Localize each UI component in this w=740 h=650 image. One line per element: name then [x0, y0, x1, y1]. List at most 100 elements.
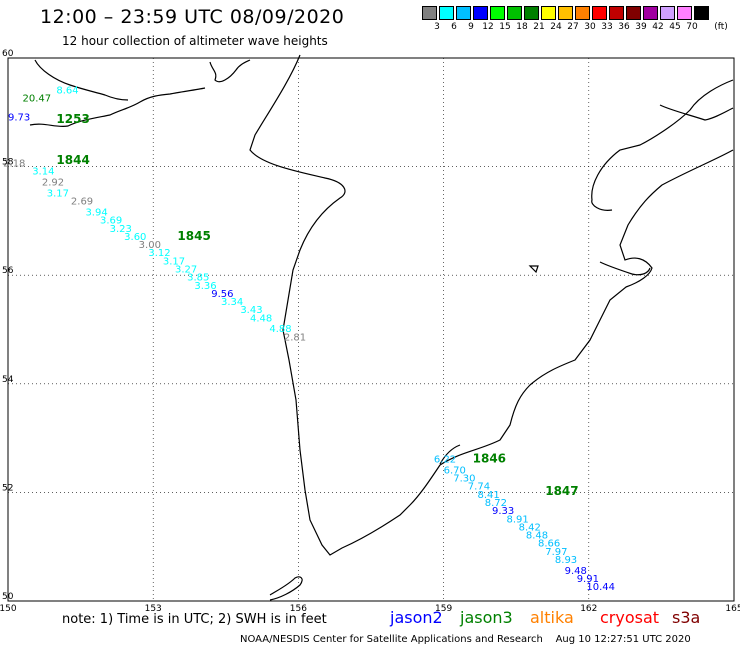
wave-height-value: 20.47 — [23, 93, 52, 104]
wave-height-value: 7.74 — [468, 482, 490, 493]
wave-height-value: 9.91 — [577, 574, 599, 585]
wave-height-value: 8.41 — [477, 490, 499, 501]
wave-height-value: 3.85 — [187, 273, 209, 284]
color-scale-swatch — [660, 6, 675, 20]
color-scale-swatch — [592, 6, 607, 20]
pass-time-label: 1844 — [56, 153, 89, 167]
color-scale-unit: (ft) — [714, 22, 728, 32]
color-scale-swatch — [490, 6, 505, 20]
lon-tick-label: 165 — [725, 604, 740, 614]
color-scale-swatch — [422, 6, 437, 20]
wave-height-value: 3.27 — [175, 264, 197, 275]
wave-height-value: 10.44 — [586, 582, 615, 593]
note-text: note: 1) Time is in UTC; 2) SWH is in fe… — [62, 612, 327, 627]
color-scale-label: 15 — [499, 22, 511, 32]
wave-height-value: 6.70 — [444, 465, 466, 476]
color-scale-swatch — [694, 6, 709, 20]
wave-height-value: 3.14 — [32, 167, 54, 178]
wave-height-value: 3.23 — [110, 224, 132, 235]
color-scale-swatch — [626, 6, 641, 20]
wave-height-value: 8.93 — [555, 555, 577, 566]
wave-height-value: 2.92 — [42, 178, 64, 189]
color-scale-label: 39 — [635, 22, 647, 32]
observation-values: 8.6420.479.732.183.142.923.172.693.943.6… — [3, 85, 615, 593]
wave-height-value: 3.69 — [100, 216, 122, 227]
color-scale-label: 24 — [550, 22, 562, 32]
color-scale-swatch — [541, 6, 556, 20]
color-scale-label: 33 — [601, 22, 613, 32]
coastline — [29, 54, 734, 601]
wave-height-value: 3.94 — [85, 207, 107, 218]
lon-tick-label: 153 — [145, 604, 162, 614]
map-frame — [7, 57, 735, 602]
color-scale-label: 70 — [686, 22, 698, 32]
wave-height-value: 3.60 — [124, 232, 146, 243]
wave-height-value: 7.30 — [453, 474, 475, 485]
wave-height-value: 8.48 — [526, 531, 548, 542]
wave-height-value: 4.48 — [250, 313, 272, 324]
color-scale-swatch — [558, 6, 573, 20]
wave-height-value: 3.36 — [194, 281, 216, 292]
mission-label-altika: altika — [530, 608, 574, 627]
color-scale-label: 21 — [533, 22, 545, 32]
wave-height-value: 8.72 — [485, 498, 507, 509]
wave-height-value: 7.97 — [545, 547, 567, 558]
color-scale-swatch — [524, 6, 539, 20]
pass-time-label: 1847 — [545, 484, 578, 498]
wave-height-value: 2.69 — [71, 197, 93, 208]
color-scale-swatch — [677, 6, 692, 20]
wave-height-value: 8.66 — [538, 539, 560, 550]
wave-height-value: 3.17 — [163, 256, 185, 267]
wave-height-value: 9.33 — [492, 506, 514, 517]
wave-height-value: 8.91 — [507, 514, 529, 525]
color-scale-label: 42 — [652, 22, 664, 32]
wave-height-value: 2.81 — [284, 332, 306, 343]
mission-label-jason2: jason2 — [390, 608, 443, 627]
color-scale-swatch — [439, 6, 454, 20]
map-title: 12:00 – 23:59 UTC 08/09/2020 — [40, 6, 345, 28]
lon-tick-label: 156 — [290, 604, 307, 614]
wave-height-value: 2.18 — [3, 159, 25, 170]
wave-height-value: 3.34 — [221, 297, 243, 308]
pass-time-label: 1253 — [56, 112, 89, 126]
pass-time-label: 1846 — [473, 452, 506, 466]
wave-height-value: 4.88 — [269, 324, 291, 335]
wave-height-value: 9.48 — [565, 566, 587, 577]
wave-height-value: 6.22 — [434, 455, 456, 466]
color-scale-label: 12 — [482, 22, 494, 32]
lat-lon-grid — [8, 58, 734, 601]
lat-tick-label: 60 — [2, 49, 14, 59]
wave-height-value: 8.42 — [519, 522, 541, 533]
color-scale-swatch — [473, 6, 488, 20]
color-scale-label: 30 — [584, 22, 596, 32]
color-scale-label: 9 — [468, 22, 474, 32]
pass-time-label: 1845 — [177, 229, 210, 243]
credit-footer: NOAA/NESDIS Center for Satellite Applica… — [240, 634, 691, 645]
color-scale-swatch — [643, 6, 658, 20]
lat-tick-label: 58 — [2, 158, 14, 168]
wave-height-value: 3.00 — [139, 240, 161, 251]
color-scale-swatch — [575, 6, 590, 20]
mission-label-s3a: s3a — [672, 608, 701, 627]
color-scale-label: 18 — [516, 22, 528, 32]
color-scale-swatch — [456, 6, 471, 20]
lon-tick-label: 150 — [0, 604, 17, 614]
mission-label-jason3: jason3 — [460, 608, 513, 627]
color-scale-swatch — [609, 6, 624, 20]
wave-height-value: 8.64 — [56, 85, 78, 96]
mission-label-cryosat: cryosat — [600, 608, 660, 627]
wave-height-value: 3.43 — [240, 305, 262, 316]
pass-time-labels: 1253 1844 1845 1846 1847 — [56, 112, 578, 498]
color-scale-label: 27 — [567, 22, 579, 32]
color-scale-label: 6 — [451, 22, 457, 32]
color-scale-label: 45 — [669, 22, 681, 32]
wave-height-value: 3.12 — [148, 248, 170, 259]
wave-height-value: 3.17 — [47, 188, 69, 199]
lat-tick-label: 50 — [2, 592, 14, 602]
wave-height-value: 9.56 — [211, 289, 233, 300]
wave-height-value: 9.73 — [8, 112, 30, 123]
lon-tick-label: 162 — [580, 604, 597, 614]
lon-tick-label: 159 — [435, 604, 452, 614]
lat-tick-label: 52 — [2, 483, 13, 493]
